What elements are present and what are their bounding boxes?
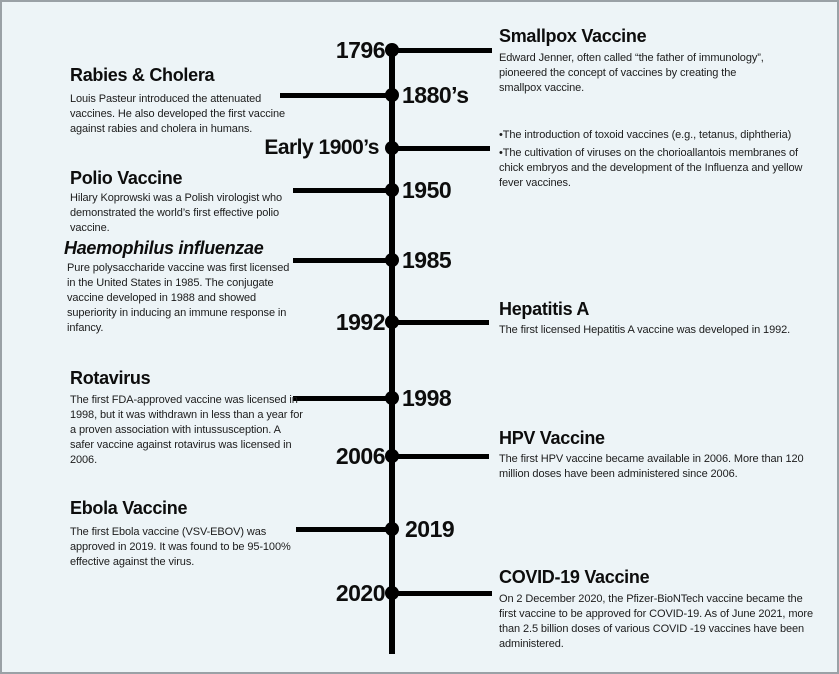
event-description-rabies-cholera: Louis Pasteur introduced the attenuated … <box>70 93 286 135</box>
timeline-axis <box>389 48 395 654</box>
year-label-1992: 1992 <box>335 309 386 335</box>
connector-early-1900s <box>392 146 490 151</box>
year-label-2020: 2020 <box>335 580 386 606</box>
timeline-dot-1950 <box>385 183 399 197</box>
year-label-1985: 1985 <box>402 247 452 273</box>
timeline-dot-1796 <box>385 43 399 57</box>
event-description-hepatitis-a: The first licensed Hepatitis A vaccine w… <box>499 324 791 336</box>
connector-1998 <box>293 396 392 401</box>
event-description-smallpox: Edward Jenner, often called “the father … <box>499 52 764 94</box>
timeline-dot-early-1900s <box>385 141 399 155</box>
event-description-ebola: The first Ebola vaccine (VSV-EBOV) was a… <box>70 526 291 568</box>
year-label-early-1900s: Early 1900’s <box>264 136 379 159</box>
event-title-hpv: HPV Vaccine <box>499 428 605 448</box>
year-label-2006: 2006 <box>335 443 386 469</box>
timeline-dot-1880s <box>385 88 399 102</box>
connector-1880s <box>280 93 392 98</box>
event-description-hpv: The first HPV vaccine became available i… <box>499 453 804 480</box>
event-title-smallpox: Smallpox Vaccine <box>499 26 647 46</box>
timeline-dot-2006 <box>385 449 399 463</box>
bullet-toxoid-vaccines: •The introduction of toxoid vaccines (e.… <box>499 129 792 141</box>
connector-1985 <box>293 258 392 263</box>
event-title-rotavirus: Rotavirus <box>70 368 151 388</box>
connector-1950 <box>293 188 392 193</box>
event-description-covid-19: On 2 December 2020, the Pfizer-BioNTech … <box>499 593 813 650</box>
event-title-polio: Polio Vaccine <box>70 168 183 188</box>
year-label-1998: 1998 <box>402 385 452 411</box>
event-description-haemophilus-influenzae: Pure polysaccharide vaccine was first li… <box>67 262 290 334</box>
event-description-polio: Hilary Koprowski was a Polish virologist… <box>70 192 283 234</box>
year-label-1796: 1796 <box>335 37 386 63</box>
event-title-rabies-cholera: Rabies & Cholera <box>70 65 215 85</box>
year-label-1950: 1950 <box>402 177 452 203</box>
timeline-dot-1992 <box>385 315 399 329</box>
connector-1796 <box>392 48 492 53</box>
connector-2006 <box>392 454 489 459</box>
connector-2020 <box>392 591 492 596</box>
event-description-rotavirus: The first FDA-approved vaccine was licen… <box>70 394 303 466</box>
event-bullets-early-1900s: •The introduction of toxoid vaccines (e.… <box>499 128 821 194</box>
connector-2019 <box>296 527 392 532</box>
event-title-ebola: Ebola Vaccine <box>70 498 188 518</box>
event-title-covid-19: COVID-19 Vaccine <box>499 567 650 587</box>
year-label-1880s: 1880’s <box>402 82 469 108</box>
timeline-dot-1985 <box>385 253 399 267</box>
event-title-hepatitis-a: Hepatitis A <box>499 299 590 319</box>
connector-1992 <box>392 320 489 325</box>
timeline-dot-2019 <box>385 522 399 536</box>
timeline-dot-2020 <box>385 586 399 600</box>
timeline-dot-1998 <box>385 391 399 405</box>
year-label-2019: 2019 <box>405 516 455 542</box>
bullet-virus-cultivation: •The cultivation of viruses on the chori… <box>499 147 803 189</box>
event-title-haemophilus-influenzae: Haemophilus influenzae <box>64 238 264 258</box>
